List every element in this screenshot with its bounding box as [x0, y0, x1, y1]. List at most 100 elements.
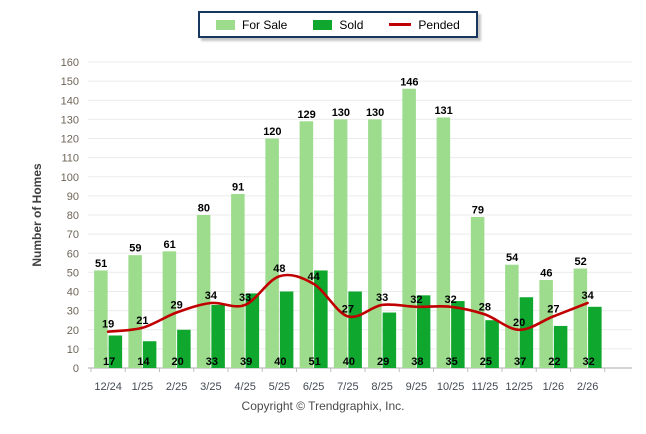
y-tick-label: 60 — [67, 248, 79, 260]
for-sale-value-label: 51 — [95, 258, 107, 270]
sold-value-label: 29 — [377, 356, 389, 368]
y-tick-label: 50 — [67, 267, 79, 279]
for-sale-value-label: 120 — [263, 126, 281, 138]
sold-value-label: 39 — [240, 356, 252, 368]
pended-value-label: 32 — [445, 294, 457, 306]
sold-value-label: 40 — [343, 356, 355, 368]
bar-for-sale — [402, 88, 416, 369]
for-sale-swatch-icon — [216, 19, 235, 30]
legend-item-pended: Pended — [389, 17, 460, 32]
for-sale-value-label: 130 — [332, 107, 350, 119]
sold-value-label: 35 — [446, 356, 458, 368]
x-tick-label: 12/24 — [94, 381, 122, 393]
y-tick-label: 110 — [61, 153, 79, 165]
bar-sold — [451, 301, 465, 368]
x-tick-label: 9/25 — [406, 381, 427, 393]
bar-sold — [177, 329, 191, 368]
bar-for-sale — [539, 280, 553, 368]
legend-item-sold: Sold — [313, 19, 363, 31]
x-tick-label: 3/25 — [200, 381, 221, 393]
pended-value-label: 44 — [308, 271, 321, 283]
y-axis-title: Number of Homes — [30, 163, 44, 267]
x-tick-label: 4/25 — [234, 381, 255, 393]
legend-label-sold: Sold — [339, 17, 364, 32]
for-sale-value-label: 91 — [232, 181, 244, 193]
x-tick-label: 1/25 — [132, 381, 153, 393]
pended-value-label: 29 — [171, 300, 183, 312]
bar-for-sale — [368, 119, 382, 368]
bar-for-sale — [94, 270, 108, 368]
pended-value-label: 33 — [376, 292, 388, 304]
sold-value-label: 20 — [172, 356, 184, 368]
pended-value-label: 21 — [136, 315, 148, 327]
sold-value-label: 51 — [309, 356, 321, 368]
bar-sold — [211, 304, 225, 368]
bar-sold — [588, 306, 602, 368]
y-tick-label: 0 — [73, 363, 79, 375]
bar-for-sale — [196, 215, 211, 368]
copyright-text: Copyright © Trendgraphix, Inc. — [241, 399, 405, 413]
for-sale-value-label: 130 — [366, 107, 384, 119]
pended-line-swatch-icon — [389, 23, 412, 26]
for-sale-value-label: 131 — [434, 105, 452, 117]
bar-sold — [279, 291, 294, 368]
bar-for-sale — [333, 119, 348, 368]
y-tick-label: 160 — [61, 57, 79, 69]
pended-line — [106, 273, 589, 333]
pended-value-label: 32 — [410, 294, 422, 306]
y-tick-label: 20 — [67, 325, 79, 337]
pended-value-label: 19 — [102, 319, 114, 331]
y-tick-label: 150 — [61, 76, 79, 88]
for-sale-value-label: 52 — [575, 256, 587, 268]
y-tick-label: 130 — [61, 114, 79, 126]
y-tick-label: 120 — [61, 134, 79, 146]
for-sale-value-label: 61 — [164, 239, 176, 251]
for-sale-value-label: 146 — [400, 76, 418, 88]
x-tick-label: 11/25 — [472, 381, 499, 393]
sold-value-label: 25 — [480, 356, 492, 368]
bar-for-sale — [436, 117, 451, 369]
sold-value-label: 22 — [548, 356, 560, 368]
sold-value-label: 17 — [103, 356, 115, 368]
bar-sold — [348, 291, 362, 368]
y-tick-label: 100 — [61, 172, 79, 184]
bar-sold — [382, 312, 397, 368]
legend-label-pended: Pended — [418, 17, 460, 32]
for-sale-value-label: 46 — [540, 268, 552, 280]
for-sale-value-label: 79 — [472, 204, 484, 216]
bar-for-sale — [231, 193, 245, 368]
y-tick-label: 30 — [67, 306, 79, 318]
x-tick-label: 7/25 — [337, 381, 358, 393]
x-tick-label: 8/25 — [371, 381, 392, 393]
sold-value-label: 32 — [583, 356, 595, 368]
pended-value-label: 28 — [479, 301, 491, 313]
x-tick-label: 1/26 — [543, 381, 564, 393]
y-tick-label: 90 — [67, 191, 79, 203]
y-tick-label: 40 — [67, 287, 79, 299]
x-tick-label: 10/25 — [437, 381, 465, 393]
bar-sold — [519, 297, 534, 368]
sold-value-label: 14 — [137, 356, 150, 368]
bar-sold — [485, 320, 499, 368]
pended-value-label: 34 — [205, 290, 218, 302]
legend-item-for-sale: For Sale — [216, 19, 287, 31]
pended-value-label: 20 — [513, 317, 525, 329]
legend: For Sale Sold Pended — [198, 11, 478, 38]
pended-value-label: 34 — [582, 290, 595, 302]
sold-value-label: 33 — [206, 356, 218, 368]
x-tick-label: 6/25 — [303, 381, 324, 393]
bar-for-sale — [299, 121, 314, 368]
for-sale-value-label: 59 — [129, 243, 141, 255]
x-tick-label: 2/25 — [166, 381, 187, 393]
legend-label-for-sale: For Sale — [242, 17, 288, 32]
bar-for-sale — [265, 138, 279, 368]
for-sale-value-label: 129 — [297, 109, 315, 121]
bar-sold — [416, 295, 431, 368]
bar-for-sale — [128, 255, 142, 368]
bar-for-sale — [162, 251, 177, 368]
y-tick-label: 10 — [67, 344, 79, 356]
y-tick-label: 70 — [67, 229, 79, 241]
pended-value-label: 48 — [273, 263, 285, 275]
x-tick-label: 12/25 — [505, 381, 533, 393]
